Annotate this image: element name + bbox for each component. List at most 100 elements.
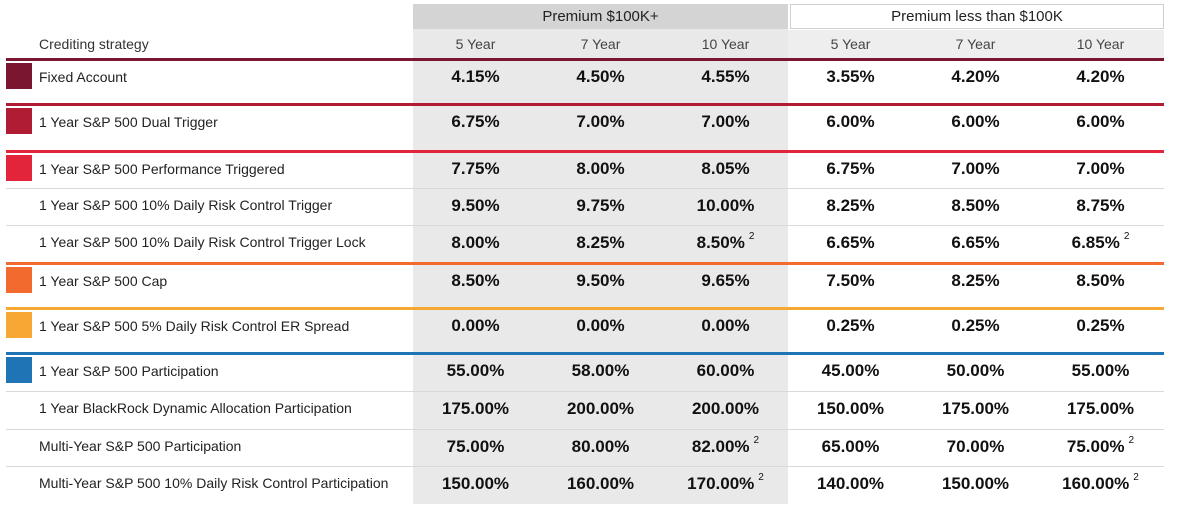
rate-cell: 6.00% [788, 112, 913, 132]
rate-value: 140.00% [816, 474, 885, 493]
rate-cell: 7.00% [913, 159, 1038, 179]
rate-value: 160.00% [1062, 474, 1130, 493]
row-divider [6, 225, 1164, 226]
rate-cell: 8.50% [1038, 271, 1163, 291]
category-color-swatch [6, 108, 32, 134]
row-divider [6, 58, 1164, 61]
rate-cell: 6.75% [413, 112, 538, 132]
table-row: 1 Year S&P 500 Dual Trigger 6.75% 7.00% 7.0… [0, 103, 1200, 150]
row-divider [6, 429, 1164, 430]
rate-cell: 6.85% 2 [1038, 231, 1163, 253]
rate-cell: 4.55% [663, 67, 788, 87]
rate-value: 4.50% [576, 67, 625, 86]
rate-cell: 175.00% [913, 399, 1038, 419]
footnote-marker: 2 [1123, 231, 1130, 242]
column-header-background [788, 30, 1164, 58]
category-color-swatch [6, 267, 32, 293]
rate-value: 80.00% [571, 437, 630, 456]
rate-value: 0.00% [701, 316, 750, 335]
rate-cell: 140.00% [788, 474, 913, 494]
rate-cell: 6.65% [913, 233, 1038, 253]
group-header-premium-less-than-100k: Premium less than $100K [790, 4, 1164, 29]
rate-value: 0.00% [576, 316, 625, 335]
rate-value: 0.00% [451, 316, 500, 335]
rate-cell: 55.00% [413, 361, 538, 381]
rate-cell: 150.00% [788, 399, 913, 419]
rate-value: 6.00% [951, 112, 1000, 131]
footnote-marker: 2 [1133, 472, 1139, 483]
rate-cell: 58.00% [538, 361, 663, 381]
column-header-10-year: 10 Year [1076, 36, 1125, 52]
rate-cell: 6.00% [913, 112, 1038, 132]
rate-cell: 4.20% [1038, 67, 1163, 87]
group-header-premium-100k-plus: Premium $100K+ [413, 4, 788, 29]
rate-cell: 0.25% [1038, 316, 1163, 336]
rate-cell: 160.00% [538, 474, 663, 494]
column-header-7-year: 7 Year [580, 36, 621, 52]
rate-cell: 175.00% [413, 399, 538, 419]
rate-value: 45.00% [821, 361, 880, 380]
crediting-strategy-label: Multi-Year S&P 500 Participation [39, 438, 242, 454]
rate-value: 55.00% [446, 361, 505, 380]
rate-cell: 7.00% [538, 112, 663, 132]
rate-value: 50.00% [946, 361, 1005, 380]
rate-cell: 8.50% 2 [663, 231, 788, 253]
rate-cell: 0.25% [788, 316, 913, 336]
rate-value: 7.00% [1076, 159, 1125, 178]
rate-value: 8.50% [451, 271, 500, 290]
table-row: Multi-Year S&P 500 Participation 75.00% 80… [0, 429, 1200, 466]
rate-value: 150.00% [816, 399, 885, 418]
rate-value: 8.00% [451, 233, 500, 252]
crediting-strategy-label: 1 Year S&P 500 Cap [39, 273, 168, 289]
rate-value: 55.00% [1071, 361, 1130, 380]
table-row: 1 Year S&P 500 5% Daily Risk Control ER … [0, 307, 1200, 352]
category-color-swatch [6, 312, 32, 338]
rate-value: 175.00% [941, 399, 1010, 418]
rate-cell: 7.00% [1038, 159, 1163, 179]
rate-value: 200.00% [566, 399, 635, 418]
rate-cell: 6.65% [788, 233, 913, 253]
crediting-strategy-label: 1 Year BlackRock Dynamic Allocation Part… [39, 400, 352, 416]
rate-value: 9.50% [451, 196, 500, 215]
rate-value: 200.00% [691, 399, 760, 418]
rate-value: 6.75% [451, 112, 500, 131]
table-row: 1 Year S&P 500 10% Daily Risk Control Tr… [0, 225, 1200, 262]
rate-value: 0.25% [1076, 316, 1125, 335]
rate-value: 7.00% [701, 112, 750, 131]
crediting-strategy-label: 1 Year S&P 500 10% Daily Risk Control Tr… [39, 197, 333, 213]
rate-cell: 160.00% 2 [1038, 472, 1163, 494]
rate-value: 7.50% [826, 271, 875, 290]
rate-cell: 9.50% [538, 271, 663, 291]
column-header-7-year: 7 Year [955, 36, 996, 52]
rate-value: 6.00% [826, 112, 875, 131]
category-color-swatch [6, 63, 32, 89]
rate-value: 75.00% [1066, 437, 1125, 456]
row-divider [6, 352, 1164, 355]
rate-value: 8.50% [951, 196, 1000, 215]
rate-cell: 3.55% [788, 67, 913, 87]
rate-cell: 9.75% [538, 196, 663, 216]
rate-cell: 6.75% [788, 159, 913, 179]
rate-cell: 0.00% [538, 316, 663, 336]
rate-cell: 8.00% [538, 159, 663, 179]
rate-cell: 8.25% [913, 271, 1038, 291]
rate-cell: 6.00% [1038, 112, 1163, 132]
column-header-5-year: 5 Year [830, 36, 871, 52]
rate-cell: 8.25% [538, 233, 663, 253]
rate-value: 8.25% [576, 233, 625, 252]
rate-cell: 0.00% [413, 316, 538, 336]
rate-cell: 0.25% [913, 316, 1038, 336]
rate-cell: 9.65% [663, 271, 788, 291]
rate-value: 82.00% [691, 437, 750, 456]
footnote-marker: 2 [1128, 435, 1135, 446]
rate-value: 4.20% [1076, 67, 1125, 86]
rate-value: 4.20% [951, 67, 1000, 86]
rate-value: 8.00% [576, 159, 625, 178]
rate-value: 70.00% [946, 437, 1005, 456]
rate-cell: 200.00% [538, 399, 663, 419]
crediting-strategy-label: 1 Year S&P 500 10% Daily Risk Control Tr… [39, 234, 366, 250]
table-row: Multi-Year S&P 500 10% Daily Risk Contro… [0, 466, 1200, 504]
rate-cell: 60.00% [663, 361, 788, 381]
table-row: 1 Year S&P 500 Cap 8.50% 9.50% 9.65% 7.50% 8.… [0, 262, 1200, 307]
rate-value: 6.65% [826, 233, 875, 252]
